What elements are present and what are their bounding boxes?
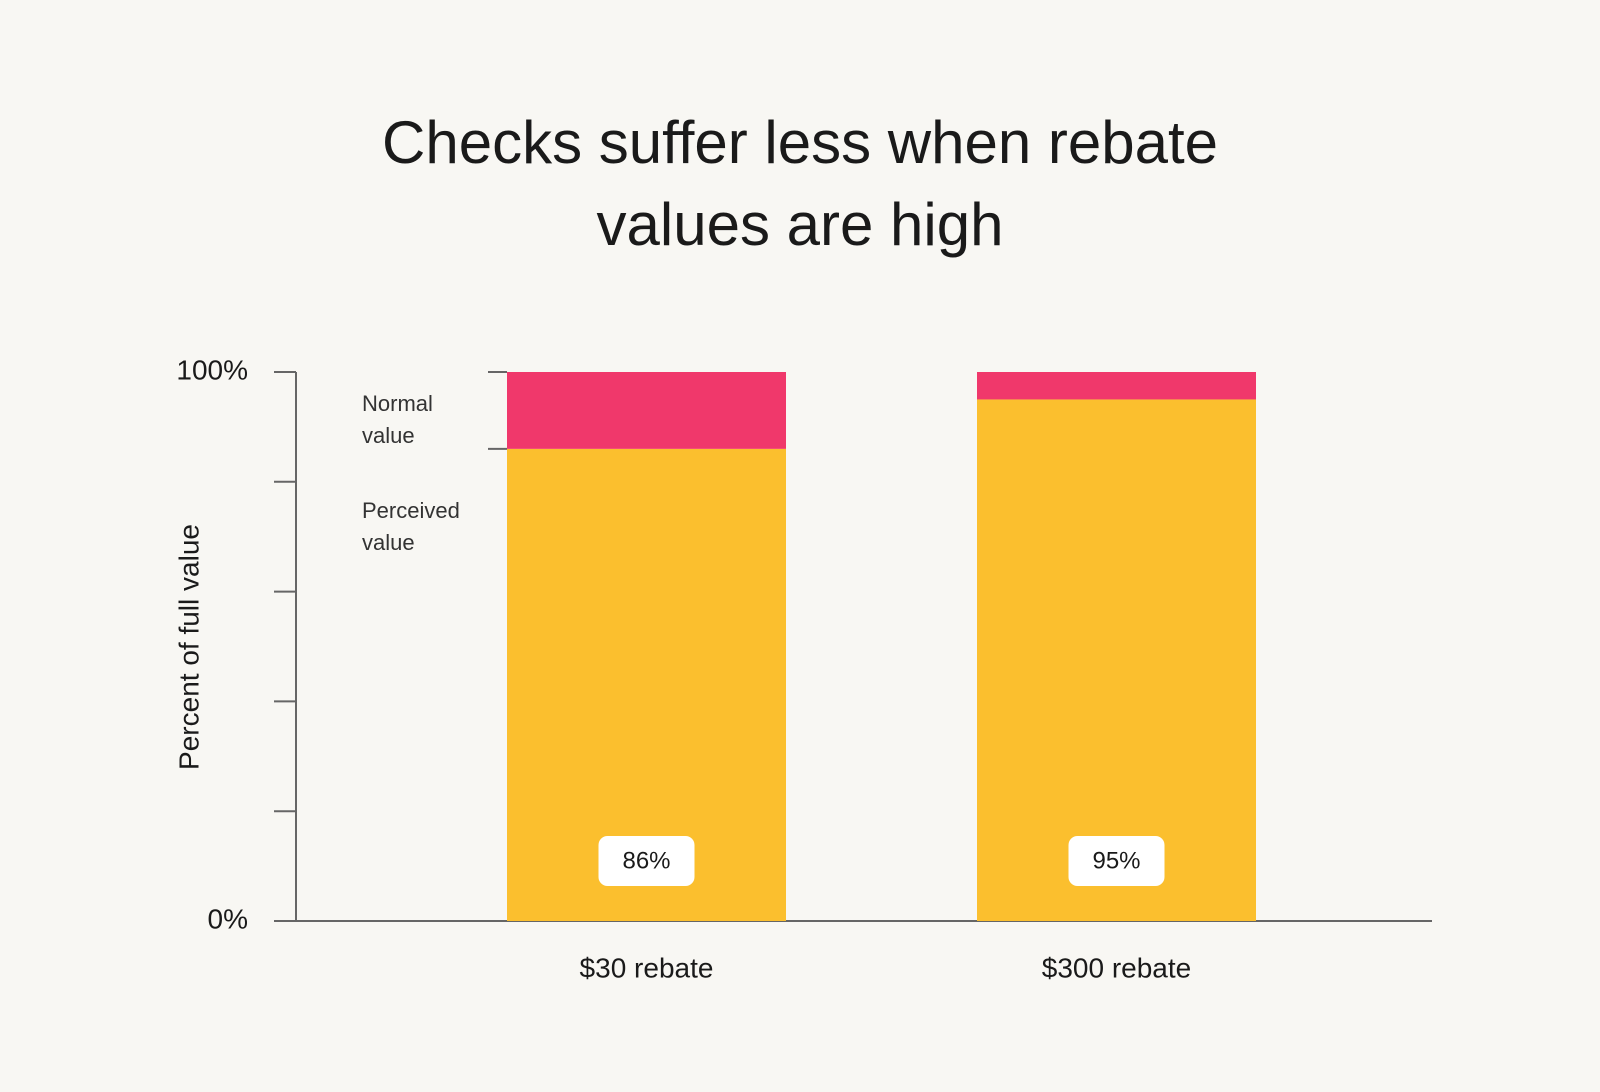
- legend-label: Normal value: [362, 391, 433, 448]
- chart-title: Checks suffer less when rebate values ar…: [382, 109, 1218, 258]
- x-tick-label: $30 rebate: [580, 952, 714, 983]
- bar-segment: [977, 372, 1256, 400]
- value-label-box: [1068, 836, 1165, 886]
- x-tick-label: $300 rebate: [1042, 952, 1191, 983]
- bar-segment: [977, 399, 1256, 921]
- value-label: 86%: [622, 847, 670, 874]
- value-label-box: [598, 836, 695, 886]
- y-axis-label: Percent of full value: [173, 524, 204, 770]
- legend-label: Perceived value: [362, 498, 460, 555]
- y-tick-label: 100%: [176, 354, 248, 385]
- value-label: 95%: [1092, 847, 1140, 874]
- y-tick-label: 0%: [208, 903, 248, 934]
- bar-segment: [507, 372, 786, 449]
